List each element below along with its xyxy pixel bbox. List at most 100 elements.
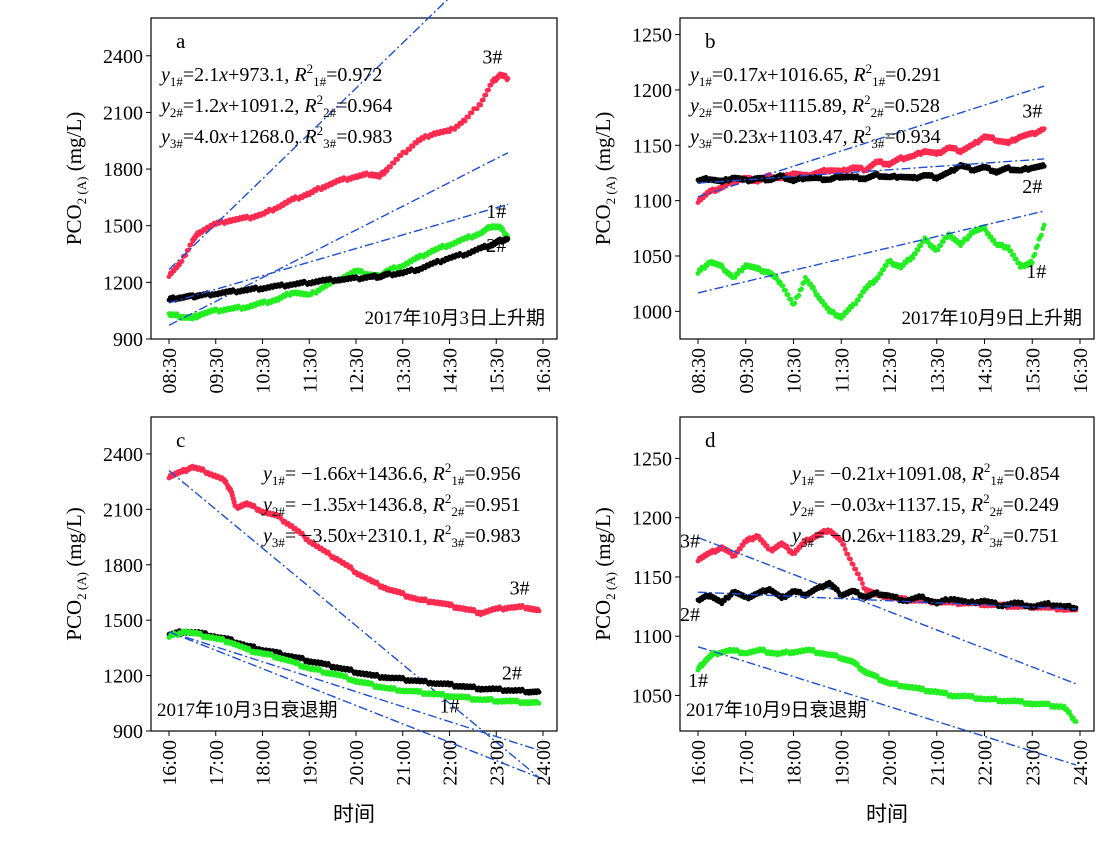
data-point [853, 566, 859, 572]
regression-equation: y2#=0.05x+1115.89, R22#=0.528 [688, 92, 940, 120]
data-point [1039, 232, 1044, 238]
data-point [466, 114, 471, 120]
fit-line [697, 646, 1077, 766]
eq-sup: 2 [866, 61, 873, 76]
y-tick-label: 1050 [632, 685, 672, 707]
eq-r: R [432, 494, 445, 516]
eq-sub: 3# [323, 136, 337, 151]
x-tick-label: 23:00 [486, 740, 508, 786]
data-point [483, 92, 489, 98]
eq-y: y [688, 64, 699, 86]
y-tick-label: 1200 [103, 666, 143, 688]
y-tick-label: 1050 [632, 246, 672, 268]
data-point [792, 300, 798, 306]
data-point [960, 239, 966, 245]
data-point [732, 275, 738, 280]
data-point [915, 247, 921, 253]
y-axis-label-unit: (mg/L) [591, 112, 615, 177]
eq-x: x [346, 494, 356, 516]
data-point [883, 263, 889, 268]
eq-x: x [875, 494, 885, 516]
x-tick-label: 12:30 [879, 348, 901, 394]
x-tick-label: 21:00 [393, 740, 415, 786]
panel-c: 900 1200 1500 1800 2100 2400 16:00 17:00 18:00 19… [62, 416, 558, 826]
x-tick-label: 08:30 [688, 348, 710, 394]
eq-r: R [851, 95, 864, 117]
data-point [1041, 126, 1047, 132]
y-tick-label: 1250 [632, 448, 672, 470]
y-axis-label-sub: 2 (A) [603, 572, 618, 600]
y-axis-label-sub: 2 (A) [603, 177, 618, 205]
x-tick-label: 23:00 [1022, 740, 1044, 786]
x-tick-label: 20:00 [346, 740, 368, 786]
eq-body: +1137.15, [885, 494, 971, 516]
eq-sub: 2# [323, 105, 337, 120]
x-tick-label: 24:00 [1070, 740, 1092, 786]
eq-body: +1436.8, [356, 494, 432, 516]
data-point [841, 542, 847, 548]
y-axis-label-unit: (mg/L) [62, 507, 86, 572]
eq-sup: 2 [307, 61, 314, 76]
fit-line [168, 631, 540, 751]
eq-sup: 2 [445, 491, 452, 506]
fit-line [168, 152, 509, 326]
eq-sup: 2 [317, 92, 324, 107]
series-2 [695, 158, 1047, 186]
data-point [1040, 226, 1046, 232]
x-tick-label: 09:30 [206, 348, 228, 394]
regression-equation: y3#=4.0x+1268.0, R23#=0.983 [159, 123, 392, 151]
data-point [785, 292, 791, 298]
data-point [1008, 248, 1014, 254]
data-point [988, 234, 994, 240]
data-point [850, 562, 856, 567]
series-3 [166, 0, 511, 280]
x-tick-label: 15:30 [1022, 348, 1044, 394]
eq-sub: 1# [990, 473, 1004, 488]
data-point [761, 540, 767, 545]
y-axis-label: PCO2 (A) (mg/L) [591, 112, 618, 245]
eq-r: R [303, 126, 316, 148]
data-point [845, 551, 851, 557]
x-tick-label: 13:30 [393, 348, 415, 394]
panel-label: b [705, 29, 716, 53]
series-label: 3# [482, 46, 502, 68]
eq-sub: 2# [990, 504, 1004, 519]
eq-sub: 1# [699, 74, 713, 89]
series-label: 3# [1022, 101, 1042, 123]
data-point [805, 278, 811, 284]
eq-body: =4.0 [183, 126, 219, 148]
x-tick-label: 22:00 [975, 740, 997, 786]
x-tick-label: 19:00 [831, 740, 853, 786]
eq-sub: 2# [801, 504, 815, 519]
data-point [462, 118, 468, 124]
y-tick-label: 1500 [103, 610, 143, 632]
series-label: 2# [1022, 176, 1042, 198]
data-point [739, 268, 745, 274]
eq-y: y [159, 126, 170, 148]
eq-body: =0.17 [712, 64, 758, 86]
eq-x: x [218, 64, 228, 86]
data-point [410, 143, 416, 149]
data-point [1006, 244, 1011, 250]
regression-equation: y1#=0.17x+1016.65, R21#=0.291 [688, 61, 941, 89]
data-point [1029, 260, 1035, 266]
y-tick-label: 900 [113, 329, 143, 351]
eq-r: R [432, 525, 445, 547]
data-point [536, 700, 542, 706]
eq-sub: 1# [313, 74, 327, 89]
data-point [738, 546, 743, 552]
eq-x: x [218, 126, 228, 148]
data-point [480, 97, 486, 103]
data-point [858, 576, 864, 582]
y-axis-label-main: PCO [591, 204, 615, 245]
data-point [881, 267, 887, 273]
eq-y: y [159, 95, 170, 117]
y-tick-label: 1200 [632, 80, 672, 102]
data-point [398, 153, 404, 159]
eq-x: x [218, 95, 228, 117]
eq-sub: 1# [451, 473, 465, 488]
x-tick-label: 10:30 [784, 348, 806, 394]
eq-sub: 2# [170, 105, 184, 120]
y-tick-label: 2100 [103, 102, 143, 124]
